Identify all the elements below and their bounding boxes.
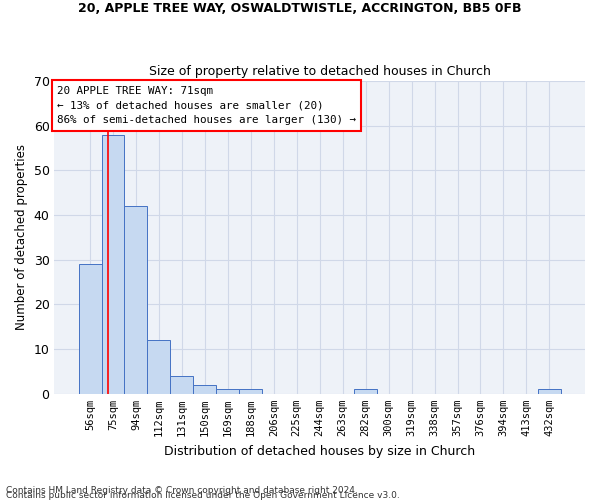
Bar bbox=[217, 390, 239, 394]
Text: 20 APPLE TREE WAY: 71sqm
← 13% of detached houses are smaller (20)
86% of semi-d: 20 APPLE TREE WAY: 71sqm ← 13% of detach… bbox=[57, 86, 356, 126]
Bar bbox=[538, 390, 561, 394]
Bar bbox=[148, 340, 170, 394]
Bar bbox=[239, 390, 262, 394]
X-axis label: Distribution of detached houses by size in Church: Distribution of detached houses by size … bbox=[164, 444, 475, 458]
Bar bbox=[193, 385, 217, 394]
Text: Contains HM Land Registry data © Crown copyright and database right 2024.: Contains HM Land Registry data © Crown c… bbox=[6, 486, 358, 495]
Bar bbox=[79, 264, 101, 394]
Bar bbox=[124, 206, 148, 394]
Title: Size of property relative to detached houses in Church: Size of property relative to detached ho… bbox=[149, 66, 491, 78]
Bar bbox=[354, 390, 377, 394]
Bar bbox=[170, 376, 193, 394]
Bar bbox=[101, 134, 124, 394]
Y-axis label: Number of detached properties: Number of detached properties bbox=[15, 144, 28, 330]
Text: Contains public sector information licensed under the Open Government Licence v3: Contains public sector information licen… bbox=[6, 491, 400, 500]
Text: 20, APPLE TREE WAY, OSWALDTWISTLE, ACCRINGTON, BB5 0FB: 20, APPLE TREE WAY, OSWALDTWISTLE, ACCRI… bbox=[78, 2, 522, 16]
